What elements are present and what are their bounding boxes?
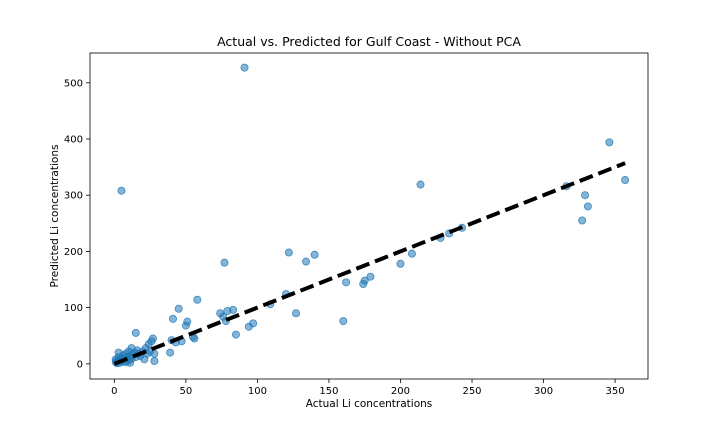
x-tick-label: 100: [248, 386, 267, 397]
data-point: [416, 180, 425, 189]
data-point: [621, 176, 630, 185]
data-point: [150, 349, 159, 358]
data-point: [168, 314, 177, 323]
x-tick-label: 0: [111, 386, 117, 397]
data-point: [581, 191, 590, 200]
data-point: [220, 258, 229, 267]
data-point: [183, 317, 192, 326]
y-tick-label: 500: [64, 78, 83, 89]
x-tick-label: 250: [462, 386, 481, 397]
data-point: [150, 357, 159, 366]
data-point: [249, 319, 258, 328]
x-tick-label: 200: [391, 386, 410, 397]
data-point: [131, 328, 140, 337]
reference-line-layer: [113, 161, 626, 366]
x-axis-label: Actual Li concentrations: [306, 398, 433, 410]
data-point: [284, 248, 293, 257]
reference-line: [113, 161, 626, 366]
data-point: [193, 295, 202, 304]
y-tick-label: 100: [64, 303, 83, 314]
data-point: [166, 348, 175, 357]
data-point: [583, 202, 592, 211]
data-point: [302, 257, 311, 266]
data-point: [148, 334, 157, 343]
y-tick-label: 0: [77, 359, 83, 370]
x-tick-label: 350: [606, 386, 625, 397]
points-layer: [111, 63, 630, 368]
y-tick-label: 300: [64, 191, 83, 202]
y-axis-label: Predicted Li concentrations: [49, 145, 61, 288]
x-tick-label: 300: [534, 386, 553, 397]
data-point: [407, 249, 416, 258]
data-point: [292, 309, 301, 318]
data-point: [605, 138, 614, 147]
data-point: [229, 305, 238, 314]
data-point: [342, 278, 351, 287]
data-point: [174, 304, 183, 313]
data-point: [190, 334, 199, 343]
chart-title: Actual vs. Predicted for Gulf Coast - Wi…: [217, 34, 521, 49]
data-point: [310, 250, 319, 259]
y-tick-label: 400: [64, 134, 83, 145]
data-point: [240, 63, 249, 72]
data-point: [578, 216, 587, 225]
y-tick-label: 200: [64, 247, 83, 258]
data-point: [231, 330, 240, 339]
data-point: [366, 272, 375, 281]
x-tick-label: 50: [179, 386, 192, 397]
data-point: [396, 259, 405, 268]
x-axis: 0 50 100 150 200 250 300 350: [111, 379, 625, 397]
data-point: [339, 317, 348, 326]
data-point: [360, 276, 369, 285]
data-point: [117, 186, 126, 195]
x-tick-label: 150: [319, 386, 338, 397]
y-axis: 0 100 200 300 400 500: [64, 78, 90, 370]
plot-frame: [89, 52, 649, 380]
